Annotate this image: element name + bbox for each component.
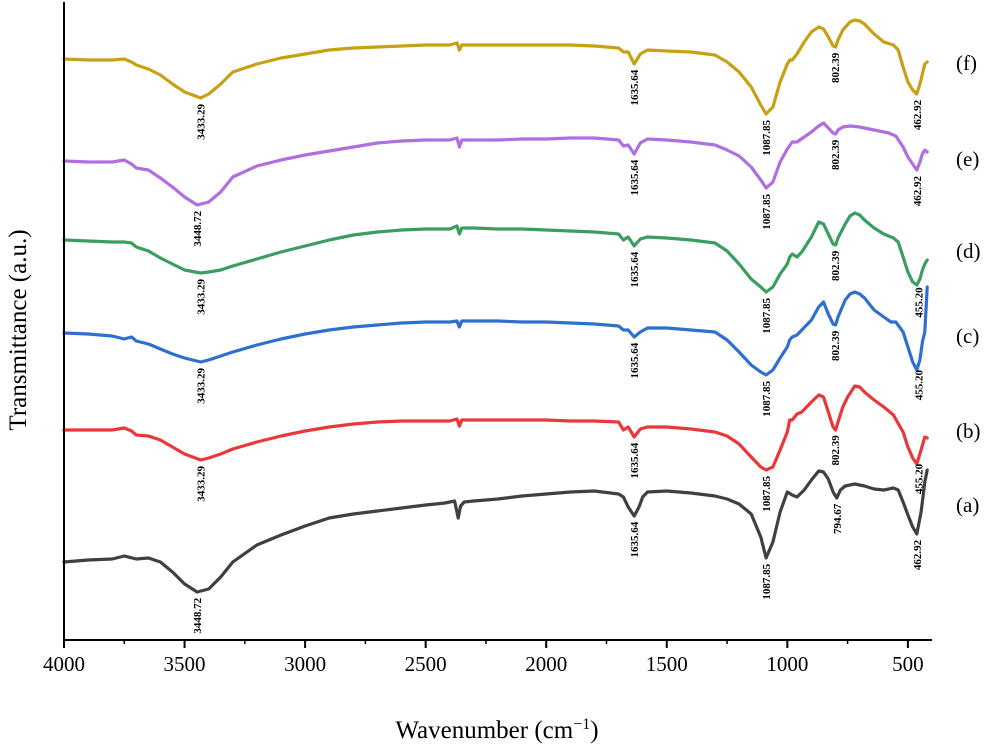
series-tag-e: (e): [956, 147, 979, 171]
x-tick-label: 3500: [164, 652, 206, 676]
peak-label: 1087.85: [761, 194, 773, 230]
peak-label: 3433.29: [196, 279, 208, 315]
y-axis-title: Transmittance (a.u.): [5, 229, 32, 430]
annotation-layer: 3448.72 1635.64 1087.85 794.67 462.92 3433.29…: [192, 52, 926, 633]
peak-label: 802.39: [830, 435, 842, 466]
series-layer: [62, 18, 929, 594]
series-line-e: [62, 121, 929, 207]
series-line-c: [62, 285, 929, 377]
peak-label: 802.39: [830, 330, 842, 361]
x-tick-label: 3000: [284, 652, 326, 676]
x-tick-label: 2000: [525, 652, 567, 676]
peak-label: 3448.72: [192, 597, 204, 633]
series-line-d: [62, 211, 929, 294]
series-tag-b: (b): [956, 419, 981, 443]
peak-label: 455.20: [914, 287, 926, 318]
x-tick-label: 500: [892, 652, 924, 676]
peak-label: 455.20: [914, 370, 926, 401]
peak-label: 1635.64: [629, 521, 641, 557]
x-ticks: 4000 3500 3000 2500 2000 1500 1000 500: [43, 640, 924, 676]
peak-label: 455.20: [914, 463, 926, 494]
series-tag-c: (c): [956, 324, 979, 348]
x-tick-label: 2500: [405, 652, 447, 676]
peak-label: 802.39: [830, 250, 842, 281]
peak-label: 1635.64: [629, 251, 641, 287]
peak-label: 3433.29: [196, 368, 208, 404]
peak-label: 1087.85: [761, 563, 773, 599]
series-tag-f: (f): [956, 51, 977, 75]
peak-label: 462.92: [912, 539, 924, 570]
peak-label: 1087.85: [761, 298, 773, 334]
peak-label: 1635.64: [629, 159, 641, 195]
peak-label: 3448.72: [192, 210, 204, 246]
x-tick-label: 1500: [646, 652, 688, 676]
series-tag-a: (a): [956, 493, 979, 517]
series-tag-d: (d): [956, 239, 981, 263]
x-tick-label: 4000: [43, 652, 85, 676]
peak-label: 802.39: [830, 139, 842, 170]
peak-label: 3433.29: [196, 104, 208, 140]
series-line-f: [62, 18, 929, 116]
series-line-b: [62, 384, 929, 472]
peak-label: 794.67: [832, 503, 844, 534]
x-axis-title: Wavenumber (cm−1): [395, 716, 598, 744]
peak-label: 1635.64: [629, 342, 641, 378]
peak-label: 1087.85: [761, 381, 773, 417]
peak-label: 1087.85: [761, 120, 773, 156]
x-tick-label: 1000: [766, 652, 808, 676]
peak-label: 1635.64: [629, 442, 641, 478]
peak-label: 1087.85: [761, 476, 773, 512]
peak-label: 462.92: [912, 176, 924, 207]
series-tag-layer: (a) (b) (c) (d) (e) (f): [956, 51, 981, 517]
peak-label: 462.92: [912, 99, 924, 130]
peak-label: 802.39: [830, 52, 842, 83]
peak-label: 3433.29: [196, 466, 208, 502]
series-line-a: [62, 468, 929, 594]
peak-label: 1635.64: [629, 69, 641, 105]
